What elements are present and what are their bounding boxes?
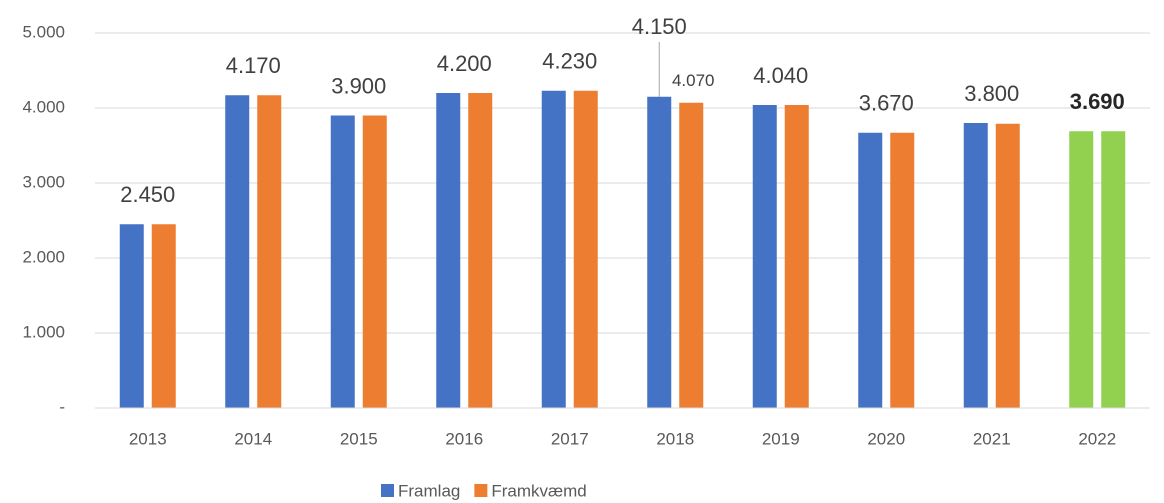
bar (330, 115, 355, 408)
bar (784, 105, 809, 408)
data-label: 4.070 (672, 71, 715, 90)
bar (151, 224, 176, 408)
y-tick-label: 5.000 (22, 22, 65, 41)
bar (468, 93, 493, 408)
bar (647, 96, 672, 408)
data-label: 4.200 (437, 51, 492, 76)
x-tick-label: 2020 (867, 429, 905, 448)
y-tick-label: 3.000 (22, 172, 65, 191)
data-label: 4.170 (226, 53, 281, 78)
data-label: 4.230 (542, 49, 597, 74)
bar (119, 224, 144, 408)
x-tick-label: 2016 (445, 429, 483, 448)
legend-label: Framkvæmd (491, 481, 586, 500)
bar (225, 95, 250, 408)
x-tick-label: 2017 (551, 429, 589, 448)
data-label: 4.150 (632, 14, 687, 39)
bar (1101, 131, 1126, 408)
bar (858, 132, 883, 408)
x-tick-label: 2014 (234, 429, 272, 448)
y-tick-label: 1.000 (22, 322, 65, 341)
y-tick-label: 2.000 (22, 247, 65, 266)
data-label: 4.040 (753, 63, 808, 88)
bar (1069, 131, 1094, 408)
legend-label: Framlag (398, 481, 460, 500)
x-tick-label: 2019 (762, 429, 800, 448)
data-label: 3.690 (1070, 89, 1125, 114)
bar (541, 90, 566, 408)
x-tick-label: 2013 (129, 429, 167, 448)
bar (890, 132, 915, 408)
bar (573, 90, 598, 408)
x-tick-label: 2021 (973, 429, 1011, 448)
legend-swatch (381, 484, 394, 497)
bar (436, 93, 461, 408)
data-label: 3.800 (964, 81, 1019, 106)
y-tick-label: - (59, 397, 65, 416)
y-tick-label: 4.000 (22, 97, 65, 116)
bar (257, 95, 282, 408)
legend-swatch (474, 484, 488, 497)
x-tick-label: 2018 (656, 429, 694, 448)
bar (963, 123, 988, 408)
x-tick-label: 2015 (340, 429, 378, 448)
data-label: 3.900 (331, 73, 386, 98)
data-label: 2.450 (120, 182, 175, 207)
x-tick-label: 2022 (1078, 429, 1116, 448)
bar (679, 102, 704, 408)
bar (752, 105, 777, 408)
bar (995, 123, 1020, 408)
data-label: 3.670 (859, 91, 914, 116)
bar (362, 115, 387, 408)
